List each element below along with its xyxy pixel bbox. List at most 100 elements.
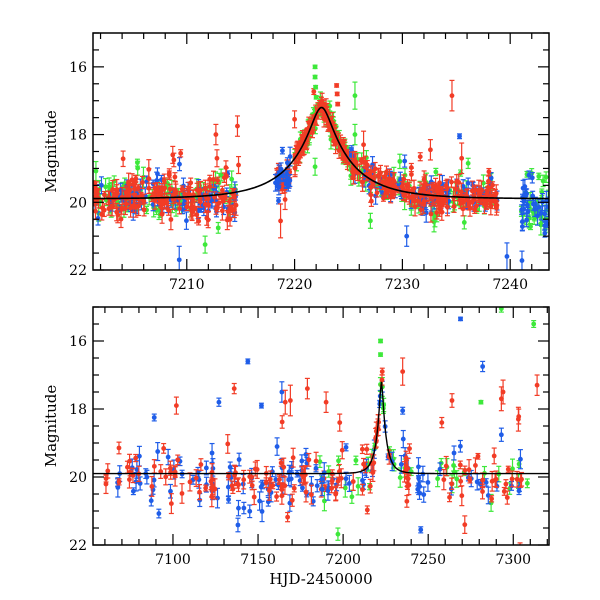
data-point-blue (276, 178, 282, 196)
x-tick-label: 7240 (492, 277, 528, 293)
data-point-red (304, 377, 310, 400)
data-point-green (367, 212, 373, 229)
data-point-blue (177, 157, 183, 172)
data-point-red (178, 149, 184, 158)
data-point-red (225, 205, 231, 218)
data-point-red (515, 406, 521, 432)
x-tick-label: 7100 (155, 552, 191, 568)
data-point-red (139, 175, 145, 190)
data-point-red (333, 485, 339, 501)
data-point-red (198, 458, 204, 471)
data-point-red (159, 192, 165, 214)
data-point-red (451, 199, 457, 213)
data-point-red (427, 139, 433, 161)
data-point-red (93, 183, 97, 199)
data-point-blue (203, 460, 209, 476)
data-point-blue (532, 201, 538, 217)
bottom-y-tick-labels: 16 18 20 22 (69, 334, 87, 554)
data-point-red (279, 482, 285, 497)
data-point-blue (144, 469, 150, 485)
data-point-green (465, 157, 471, 170)
data-point-red (359, 444, 365, 455)
data-point-red (449, 393, 455, 408)
data-point-red (448, 176, 454, 188)
data-point-blue (156, 508, 162, 519)
data-point-red (186, 181, 192, 194)
bottom-plot-frame (92, 306, 550, 546)
data-point-red (379, 367, 385, 376)
data-point-red (303, 481, 309, 503)
data-point-red (291, 484, 297, 493)
data-point-red (490, 181, 496, 190)
data-point-red (338, 468, 344, 489)
data-point-blue (465, 177, 471, 189)
data-point-red (339, 441, 345, 460)
data-point-red (175, 454, 181, 466)
data-point-blue (257, 491, 263, 511)
data-point-blue (241, 501, 247, 515)
data-point-blue (485, 486, 491, 505)
data-point-red (158, 464, 164, 479)
data-point-red (193, 469, 199, 488)
data-point-blue (400, 406, 406, 415)
data-point-red (293, 145, 299, 164)
data-point-red (407, 443, 413, 454)
data-point-red (435, 196, 441, 206)
bottom-y-axis-label: Magnitude (42, 385, 60, 468)
data-point-red (120, 150, 126, 168)
data-point-red (334, 91, 340, 97)
data-point-red (219, 200, 225, 221)
y-tick-label: 20 (69, 470, 87, 486)
data-point-red (278, 458, 284, 467)
data-point-blue (519, 212, 525, 231)
data-point-red (439, 416, 445, 429)
data-point-green (353, 455, 359, 466)
data-point-red (485, 175, 491, 188)
data-point-red (179, 483, 185, 504)
data-point-blue (402, 154, 408, 168)
data-point-blue (458, 316, 464, 322)
data-point-green (335, 527, 341, 541)
data-point-blue (517, 449, 523, 470)
data-point-red (110, 179, 116, 199)
data-point-red (202, 183, 208, 195)
data-point-red (418, 188, 424, 205)
y-tick-label: 22 (69, 263, 87, 279)
data-point-red (308, 484, 314, 505)
data-point-green (352, 123, 358, 146)
data-point-red (374, 187, 380, 198)
data-point-blue (314, 479, 320, 493)
data-point-red (329, 483, 335, 494)
data-point-green (431, 211, 437, 233)
data-point-red (458, 475, 464, 488)
data-point-blue (151, 413, 157, 422)
data-point-red (101, 203, 107, 218)
data-point-red (212, 478, 218, 500)
data-point-blue (279, 146, 285, 155)
data-point-red (116, 441, 122, 455)
data-point-green (355, 477, 361, 496)
x-tick-label: 7200 (325, 552, 361, 568)
data-point-blue (98, 176, 104, 195)
top-axis-ticks (93, 32, 549, 271)
data-point-red (505, 465, 511, 473)
data-point-red (486, 167, 492, 176)
data-point-blue (404, 225, 410, 247)
data-point-red (231, 382, 237, 395)
data-point-green (378, 338, 384, 344)
data-point-red (335, 101, 341, 107)
data-point-red (359, 483, 365, 496)
data-point-red (364, 443, 370, 455)
bottom-x-tick-labels: 7100 7150 7200 7250 7300 (155, 552, 531, 568)
bottom-axis-ticks (93, 306, 549, 546)
data-point-blue (421, 486, 427, 503)
data-point-red (196, 216, 202, 226)
data-point-red (274, 491, 280, 502)
data-point-blue (480, 360, 486, 373)
data-point-red (365, 172, 371, 181)
data-point-blue (284, 170, 290, 187)
data-point-blue (227, 461, 233, 473)
data-point-blue (529, 171, 535, 184)
data-point-red (146, 167, 152, 190)
